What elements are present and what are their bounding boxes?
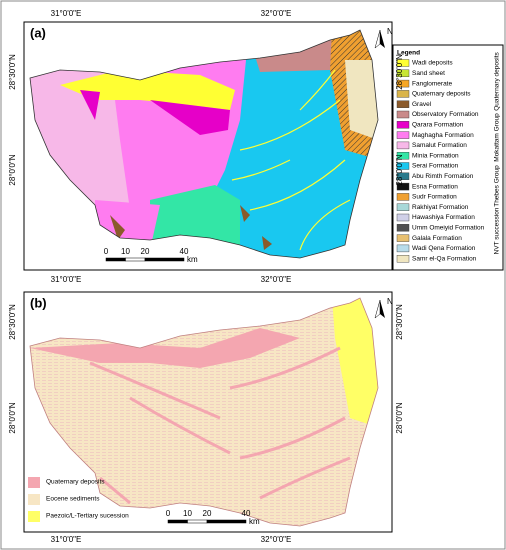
legend-swatch bbox=[396, 90, 410, 98]
legend-swatch bbox=[396, 110, 410, 119]
legend-swatch bbox=[396, 100, 410, 108]
lat-label: 28°30'0"N bbox=[395, 304, 404, 340]
lat-label: 28°0'0"N bbox=[395, 154, 404, 185]
scale-label: 20 bbox=[141, 247, 150, 256]
legend-box bbox=[392, 44, 504, 271]
legend-label: Sudr Formation bbox=[412, 194, 457, 201]
legend-label: Hawashiya Formation bbox=[412, 214, 475, 221]
north-arrow bbox=[374, 29, 381, 49]
legend-swatch bbox=[396, 162, 410, 170]
scale-label: 40 bbox=[180, 247, 189, 256]
legend-title: Legend bbox=[397, 50, 420, 57]
legend-label: Eocene sediments bbox=[46, 496, 100, 503]
legend-swatch bbox=[396, 254, 410, 263]
legend-label: Esna Formation bbox=[412, 183, 458, 190]
legend-label: Umm Omeiyid Formation bbox=[412, 225, 485, 232]
lon-label: 32°0'0"E bbox=[261, 275, 292, 284]
legend-label: Fanglomerate bbox=[412, 80, 452, 87]
legend-label: Wadi Qena Formation bbox=[412, 245, 476, 252]
lon-label: 31°0'0"E bbox=[51, 9, 82, 18]
legend-swatch bbox=[396, 203, 410, 211]
legend-label: Sand sheet bbox=[412, 70, 445, 77]
scale-unit: km bbox=[187, 255, 198, 264]
legend-swatch bbox=[28, 494, 40, 505]
scale-label: 0 bbox=[166, 509, 171, 518]
legend-swatch bbox=[396, 224, 410, 232]
legend-label: Serai Formation bbox=[412, 163, 459, 170]
legend-swatch bbox=[396, 244, 410, 253]
legend-swatch bbox=[396, 141, 410, 150]
legend-swatch bbox=[396, 172, 410, 181]
legend-swatch bbox=[396, 121, 410, 129]
legend-label: Abu Rimth Formation bbox=[412, 173, 474, 180]
legend-swatch bbox=[28, 477, 40, 488]
legend-swatch bbox=[396, 213, 410, 222]
scale-segment bbox=[187, 519, 208, 524]
legend-label: Quaternary deposits bbox=[46, 479, 105, 486]
north-arrow bbox=[374, 299, 381, 319]
geology bbox=[30, 30, 378, 258]
legend-swatch bbox=[396, 131, 410, 139]
scale-label: 10 bbox=[121, 247, 130, 256]
panel-label: (b) bbox=[30, 295, 47, 310]
lon-label: 31°0'0"E bbox=[51, 275, 82, 284]
north-arrow bbox=[380, 300, 385, 318]
lat-label: 28°0'0"N bbox=[8, 402, 17, 433]
legend-swatch bbox=[396, 59, 410, 67]
lon-label: 32°0'0"E bbox=[261, 535, 292, 544]
scale-segment bbox=[144, 257, 185, 262]
legend-swatch bbox=[396, 234, 410, 242]
scale-segment bbox=[206, 519, 247, 524]
panel-b: (b) 31°0'0"E 32°0'0"E 28°30'0"N 28°30'0"N 28°… bbox=[8, 291, 404, 544]
legend-swatch bbox=[396, 182, 410, 191]
legend-swatch bbox=[28, 511, 40, 522]
scale-segment bbox=[167, 519, 188, 524]
legend-label: Maghagha Formation bbox=[412, 132, 474, 139]
panel-a: Legend Wadi deposits Sand sheet Fanglomera… bbox=[8, 9, 504, 284]
north-label: N bbox=[387, 27, 393, 36]
legend-swatch bbox=[396, 151, 410, 160]
legend-label: Wadi deposits bbox=[412, 60, 453, 67]
legend-label: Samalut Formation bbox=[412, 142, 467, 149]
scale-segment bbox=[105, 257, 126, 262]
group-label: Mokattam Group bbox=[494, 113, 501, 162]
legend-swatch bbox=[396, 193, 410, 201]
legend-label: Quaternary deposits bbox=[412, 91, 471, 98]
legend-label: Samr el-Qa Formation bbox=[412, 255, 477, 262]
legend-label: Observatory Formation bbox=[412, 111, 479, 118]
scale-label: 20 bbox=[203, 509, 212, 518]
scale-unit: km bbox=[249, 517, 260, 526]
north-label: N bbox=[387, 297, 393, 306]
group-label: NVT succession bbox=[494, 207, 501, 254]
scale-label: 0 bbox=[104, 247, 109, 256]
north-arrow bbox=[380, 30, 385, 48]
lat-label: 28°30'0"N bbox=[8, 54, 17, 90]
scale-segment bbox=[125, 257, 146, 262]
scale-label: 10 bbox=[183, 509, 192, 518]
panel-label: (a) bbox=[30, 25, 46, 40]
legend-label: Minia Formation bbox=[412, 152, 459, 159]
legend-label: Rakhiyat Formation bbox=[412, 204, 469, 211]
legend-swatch bbox=[396, 69, 410, 78]
group-label: Quaternary deposits bbox=[494, 51, 501, 110]
legend-label: Qarara Formation bbox=[412, 122, 464, 129]
scale-label: 40 bbox=[242, 509, 251, 518]
legend: Quaternary deposits Eocene sediments Paezo… bbox=[28, 477, 129, 522]
legend-label: Paezoic/L-Tertiary sucession bbox=[46, 513, 129, 520]
lat-label: 28°0'0"N bbox=[395, 402, 404, 433]
legend-label: Galala Formation bbox=[412, 235, 462, 242]
legend-swatch bbox=[396, 79, 410, 88]
lat-label: 28°30'0"N bbox=[395, 54, 404, 90]
lat-label: 28°0'0"N bbox=[8, 154, 17, 185]
legend-label: Gravel bbox=[412, 101, 432, 108]
lon-label: 32°0'0"E bbox=[261, 9, 292, 18]
lon-label: 31°0'0"E bbox=[51, 535, 82, 544]
group-label: Thebes Group bbox=[494, 165, 501, 207]
lat-label: 28°30'0"N bbox=[8, 304, 17, 340]
